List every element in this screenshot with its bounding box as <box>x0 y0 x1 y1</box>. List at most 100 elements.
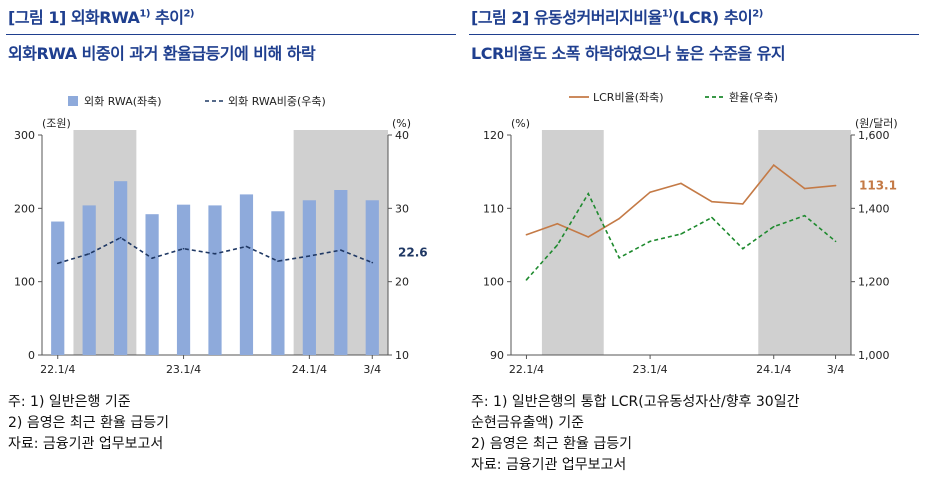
left-axis-unit: (조원) <box>42 117 71 130</box>
shaded-period-2 <box>758 130 851 355</box>
figure-1-note-1: 주: 1) 일반은행 기준 <box>8 394 131 410</box>
series-1-point-9 <box>772 164 775 166</box>
figure-2-divider <box>469 34 919 35</box>
bar-10 <box>334 190 348 355</box>
series-1-point-1 <box>525 233 528 236</box>
left-tick-label: 120 <box>483 129 504 142</box>
figure-1-chart: 외화 RWA(좌축) 외화 RWA비중(우축) (조원) (%) 0 100 200 300 1… <box>14 95 428 376</box>
left-axis-unit: (%) <box>511 117 530 130</box>
series-1-point-7 <box>711 200 713 203</box>
right-tick-label: 40 <box>395 129 409 142</box>
figure-1-title-label: [그림 1] 외화RWA <box>8 8 140 27</box>
series-2-point-5 <box>649 240 651 243</box>
figure-2-title-label: [그림 2] 유동성커버리지비율 <box>471 8 662 27</box>
series-2-point-3 <box>119 236 122 239</box>
series-1-point-3 <box>587 236 590 238</box>
x-tick-label: 23.1/4 <box>632 363 667 376</box>
left-tick-label: 300 <box>14 129 35 142</box>
series-1-point-5 <box>649 191 651 193</box>
series-1-point-4 <box>618 217 620 220</box>
series-2-point-2 <box>88 253 90 255</box>
figure-2-title-footnote-2: 2) <box>752 8 763 20</box>
end-value-label: 22.6 <box>398 246 428 260</box>
series-1-point-11 <box>834 184 837 187</box>
left-tick-label: 0 <box>28 349 35 362</box>
series-2-point-8 <box>742 247 744 250</box>
right-axis-unit: (원/달러) <box>855 117 898 130</box>
legend-swatch-bar <box>68 96 78 106</box>
series-2-point-6 <box>214 253 216 255</box>
figure-2-note-1: 주: 1) 일반은행의 통합 LCR(고유동성자산/향후 30일간 <box>471 394 800 410</box>
figure-2-title: [그림 2] 유동성커버리지비율1)(LCR) 추이2) <box>471 4 763 28</box>
figure-1-subtitle: 외화RWA 비중이 과거 환율급등기에 비해 하락 <box>8 44 316 63</box>
bar-6 <box>208 205 222 355</box>
right-tick-label: 1,000 <box>858 349 890 362</box>
right-tick-label: 1,600 <box>858 129 890 142</box>
series-1-point-10 <box>803 187 806 190</box>
series-2-point-10 <box>803 214 806 217</box>
series-2-point-4 <box>151 257 153 259</box>
end-value-label: 113.1 <box>859 179 897 193</box>
series-2-point-8 <box>277 260 279 262</box>
legend-label-rwa-ratio: 외화 RWA비중(우축) <box>228 95 326 108</box>
left-tick-label: 110 <box>483 202 504 215</box>
bar-2 <box>82 205 96 355</box>
series-2-point-7 <box>245 245 248 248</box>
right-axis-unit: (%) <box>392 117 411 130</box>
x-tick-label: 23.1/4 <box>166 363 201 376</box>
right-tick-label: 10 <box>395 349 409 362</box>
legend-label-lcr: LCR비율(좌축) <box>593 91 664 104</box>
figure-1-panel: [그림 1] 외화RWA1) 추이2) 외화RWA 비중이 과거 환율급등기에 … <box>0 0 462 487</box>
figure-1-source: 자료: 금융기관 업무보고서 <box>8 436 164 452</box>
series-1-point-2 <box>556 222 559 225</box>
right-tick-label: 1,200 <box>858 276 890 289</box>
series-2-point-7 <box>711 216 713 219</box>
bar-11 <box>365 200 379 355</box>
figure-1-title-suffix: 추이 <box>149 8 184 27</box>
figure-2-chart: LCR비율(좌축) 환율(우축) (%) (원/달러) 90 100 110 120 1,000… <box>483 91 898 376</box>
series-2-point-11 <box>371 261 374 264</box>
series-1-point-6 <box>680 182 682 185</box>
figure-2-title-footnote: 1) <box>661 8 673 20</box>
figure-2-note-1-cont: 순현금유출액) 기준 <box>471 415 584 431</box>
series-2-point-11 <box>834 240 837 243</box>
series-2-point-10 <box>340 249 342 251</box>
left-tick-label: 90 <box>490 349 504 362</box>
series-2-point-9 <box>308 255 311 257</box>
series-2-point-6 <box>680 233 682 235</box>
series-2-point-1 <box>56 262 59 265</box>
x-tick-label: 3/4 <box>363 363 381 376</box>
series-1-point-8 <box>742 203 744 205</box>
figure-1-note-2: 2) 음영은 최근 환율 급등기 <box>8 415 169 431</box>
bar-7 <box>239 194 254 355</box>
series-2-point-1 <box>525 279 528 281</box>
bar-4 <box>145 214 159 355</box>
series-2-point-4 <box>618 257 620 259</box>
figure-2-subtitle: LCR비율도 소폭 하락하였으나 높은 수준을 유지 <box>471 44 786 63</box>
bar-8 <box>271 211 285 355</box>
series-2-point-9 <box>772 225 775 228</box>
shaded-period-1 <box>541 130 604 355</box>
right-tick-label: 1,400 <box>858 202 890 215</box>
right-tick-label: 30 <box>395 202 409 215</box>
figure-1-title-footnote: 1) <box>139 8 150 20</box>
figure-2-source: 자료: 금융기관 업무보고서 <box>471 457 627 473</box>
bar-3 <box>114 181 128 355</box>
left-tick-label: 100 <box>14 276 35 289</box>
x-tick-label: 24.1/4 <box>756 363 791 376</box>
legend-label-rwa: 외화 RWA(좌축) <box>84 95 162 108</box>
figure-1-title: [그림 1] 외화RWA1) 추이2) <box>8 4 194 28</box>
figure-2-title-suffix: (LCR) 추이 <box>672 8 753 27</box>
figure-2-note-2: 2) 음영은 최근 환율 급등기 <box>471 436 632 452</box>
right-tick-label: 20 <box>395 276 409 289</box>
series-2-point-5 <box>182 247 185 250</box>
x-tick-label: 22.1/4 <box>40 363 75 376</box>
x-tick-label: 3/4 <box>827 363 845 376</box>
figure-2-notes: 주: 1) 일반은행의 통합 LCR(고유동성자산/향후 30일간 순현금유출액… <box>471 392 799 476</box>
series-line-2 <box>525 191 837 281</box>
series-2-point-3 <box>587 192 590 195</box>
bar-5 <box>176 204 191 355</box>
bar-9 <box>302 200 316 355</box>
figure-2-panel: [그림 2] 유동성커버리지비율1)(LCR) 추이2) LCR비율도 소폭 하… <box>463 0 925 487</box>
legend-label-fx: 환율(우축) <box>729 91 778 104</box>
